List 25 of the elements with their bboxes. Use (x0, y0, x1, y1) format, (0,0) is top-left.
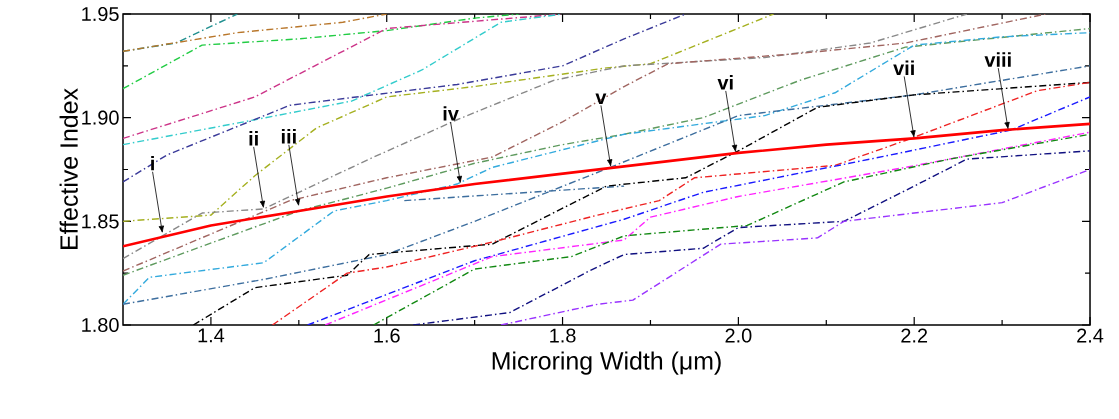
annotation: i (151, 155, 154, 171)
annotation: iv (443, 106, 459, 121)
annotation: vi (717, 75, 733, 90)
y-tick-label: 1.85 (82, 214, 119, 229)
x-tick-label: 2.2 (901, 328, 928, 343)
line-series (123, 14, 687, 183)
x-tick-label: 1.8 (550, 328, 576, 343)
y-tick-label: 1.95 (82, 6, 119, 22)
line-series (123, 14, 520, 90)
annotation: ii (249, 131, 258, 146)
annotation: vii (893, 60, 914, 75)
line-series (500, 168, 1091, 325)
annotation: iii (281, 128, 296, 144)
y-tick-label: 1.80 (82, 317, 119, 333)
line-series (123, 14, 388, 53)
y-tick-label: 1.90 (82, 110, 119, 125)
annotation: v (595, 93, 607, 105)
x-tick-label: 1.4 (198, 328, 225, 343)
y-axis-title: Effective Index (59, 88, 78, 249)
annotation: viii (984, 52, 1011, 67)
x-tick-label: 2.4 (1077, 328, 1104, 343)
x-axis-title: Microring Width (μm) (492, 351, 721, 375)
x-tick-label: 2.0 (725, 328, 752, 343)
x-tick-label: 1.6 (374, 328, 400, 343)
line-series (123, 14, 775, 223)
